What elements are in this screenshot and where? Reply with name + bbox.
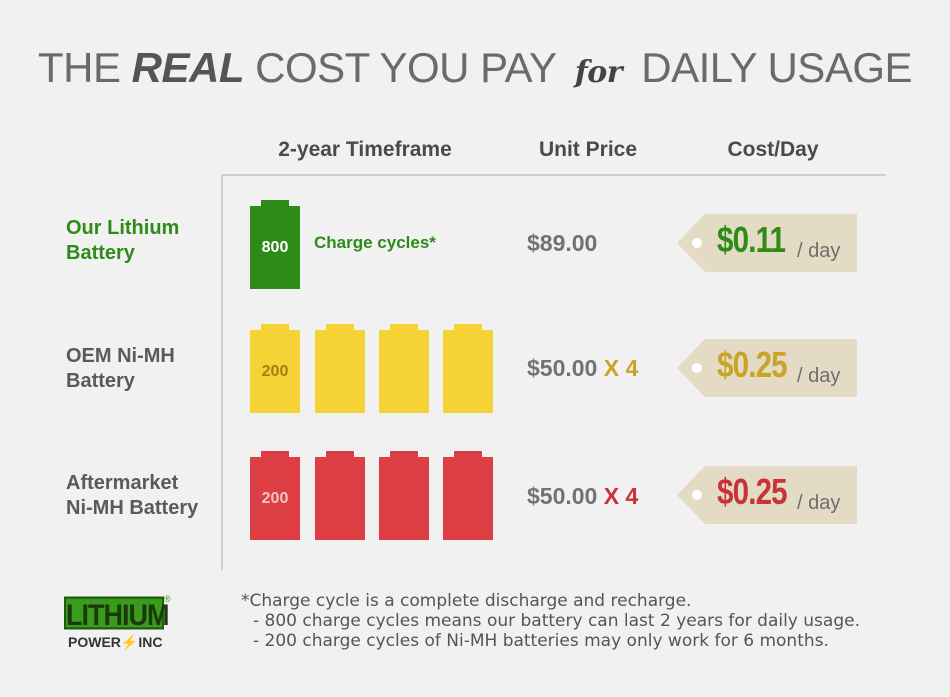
battery-icon <box>379 451 429 540</box>
price-tag-icon <box>677 466 857 524</box>
battery-value: 800 <box>250 206 300 289</box>
price-value: $89.00 <box>527 230 598 256</box>
row-label-aftermarket: Aftermarket Ni-MH Battery <box>66 472 199 519</box>
price-multiplier: X 4 <box>603 483 639 509</box>
price-multiplier: X 4 <box>603 355 639 381</box>
unit-price-aftermarket: $50.00 X 4 <box>527 483 638 510</box>
unit-price-oem: $50.00 X 4 <box>527 355 638 382</box>
battery-icon <box>315 324 365 413</box>
row-label-lithium: Our Lithium Battery <box>66 217 180 264</box>
footnote: *Charge cycle is a complete discharge an… <box>241 591 860 651</box>
footnote-line-2: - 800 charge cycles means our battery ca… <box>253 611 860 631</box>
label-divider <box>221 174 223 570</box>
per-day-label: / day <box>797 365 841 387</box>
battery-icon <box>443 451 493 540</box>
price-tag-icon <box>677 339 857 397</box>
battery-icon: 200 <box>250 451 300 540</box>
battery-value: 200 <box>250 330 300 413</box>
unit-price-lithium: $89.00 <box>527 230 597 257</box>
cost-tag-lithium: $0.11 / day <box>677 214 857 272</box>
column-header-unit-price: Unit Price <box>538 138 638 161</box>
title-real: REAL <box>131 44 245 91</box>
charge-cycles-label: Charge cycles* <box>314 233 436 252</box>
title-part3: DAILY USAGE <box>630 44 913 91</box>
cost-per-day-value: $0.25 <box>717 344 788 385</box>
header-divider <box>222 174 886 176</box>
price-value: $50.00 <box>527 483 598 509</box>
column-header-cost-day: Cost/Day <box>727 138 819 161</box>
footnote-line-3: - 200 charge cycles of Ni-MH batteries m… <box>253 631 829 651</box>
per-day-label: / day <box>797 492 841 514</box>
row-label-oem: OEM Ni-MH Battery <box>66 345 175 392</box>
battery-icon <box>379 324 429 413</box>
battery-value: 200 <box>250 457 300 540</box>
title-for: for <box>574 55 623 90</box>
per-day-label: / day <box>797 240 841 262</box>
company-logo: LITHIUM ® POWER⚡INC <box>64 594 174 654</box>
price-value: $50.00 <box>527 355 598 381</box>
logo-wordmark: LITHIUM <box>64 596 169 632</box>
lightning-bolt-icon: ⚡ <box>120 634 139 650</box>
title-part2: COST YOU PAY <box>244 44 567 91</box>
page-title: THE REAL COST YOU PAY for DAILY USAGE <box>0 44 950 92</box>
logo-subtitle: POWER⚡INC <box>68 634 163 650</box>
battery-icon: 800 <box>250 200 300 289</box>
cost-per-day-value: $0.11 <box>717 219 786 260</box>
title-part1: THE <box>37 44 132 91</box>
footnote-line-1: *Charge cycle is a complete discharge an… <box>241 591 692 611</box>
battery-icon: 200 <box>250 324 300 413</box>
cost-tag-oem: $0.25 / day <box>677 339 857 397</box>
registered-mark: ® <box>164 594 171 604</box>
price-tag-icon <box>677 214 857 272</box>
battery-icon <box>443 324 493 413</box>
cost-tag-aftermarket: $0.25 / day <box>677 466 857 524</box>
cost-per-day-value: $0.25 <box>717 471 788 512</box>
column-header-timeframe: 2-year Timeframe <box>278 138 452 161</box>
battery-icon <box>315 451 365 540</box>
